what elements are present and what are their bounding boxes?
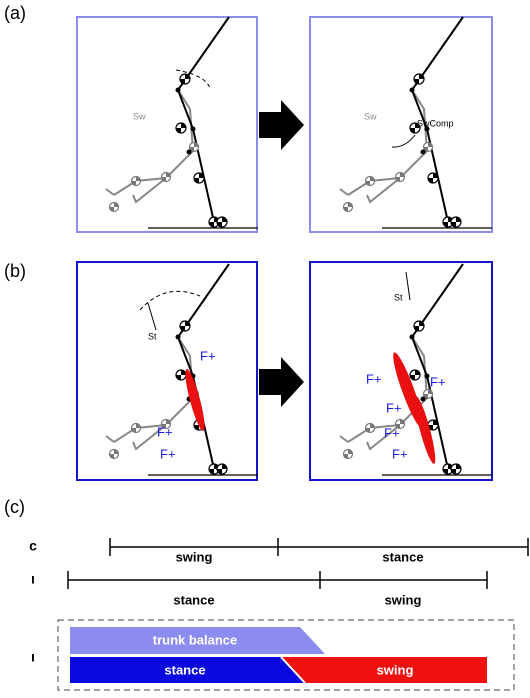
arrow: [405, 271, 411, 301]
st-label: St: [394, 292, 403, 302]
timeline: [67, 538, 529, 589]
swing-bar: [281, 657, 487, 683]
phase-label: swing: [176, 549, 213, 564]
force-label: F+: [386, 400, 402, 415]
force-label: F+: [157, 424, 173, 439]
rotation-arrow: [175, 69, 211, 89]
dashed-box: [57, 619, 515, 691]
bar-label: trunk balance: [153, 632, 238, 647]
sw-label: Sw: [364, 111, 377, 121]
arrow: [147, 302, 157, 331]
phase-label: swing: [385, 592, 422, 607]
torque-arrow: [391, 134, 416, 148]
force-label: F+: [384, 425, 400, 440]
phase-label: stance: [382, 549, 423, 564]
force-label: F+: [430, 374, 446, 389]
force-label: F+: [392, 446, 408, 461]
divider: [280, 656, 306, 684]
stick-figure: [106, 17, 258, 228]
swcomp-label: SwComp: [417, 118, 454, 128]
stick-figure: [340, 264, 492, 475]
st-label: St: [148, 331, 157, 341]
force-label: F+: [366, 371, 382, 386]
muscle: [393, 352, 423, 428]
rotation-arrow: [139, 290, 201, 311]
sw-label: Sw: [133, 111, 146, 121]
frame: [309, 261, 493, 481]
bar-label: swing: [377, 662, 414, 677]
row-label: ı: [31, 649, 35, 665]
frame: [309, 16, 493, 233]
arrow: [259, 357, 304, 407]
panel-label: (c): [4, 497, 25, 517]
row-label: c: [29, 538, 37, 554]
muscle: [185, 369, 205, 431]
force-label: F+: [160, 446, 176, 461]
frame: [76, 261, 258, 481]
frame: [76, 16, 258, 233]
force-label: F+: [200, 348, 216, 363]
panel-label: (b): [4, 261, 26, 281]
bar-label: stance: [164, 662, 205, 677]
phase-label: stance: [173, 592, 214, 607]
muscle: [414, 396, 436, 464]
row-label: ı: [31, 571, 35, 587]
trunk-balance-bar: [70, 627, 325, 654]
panel-label: (a): [4, 3, 26, 23]
stick-figure: [106, 264, 258, 475]
arrow: [259, 100, 304, 150]
stick-figure: [340, 17, 492, 228]
stance-bar: [70, 657, 305, 683]
